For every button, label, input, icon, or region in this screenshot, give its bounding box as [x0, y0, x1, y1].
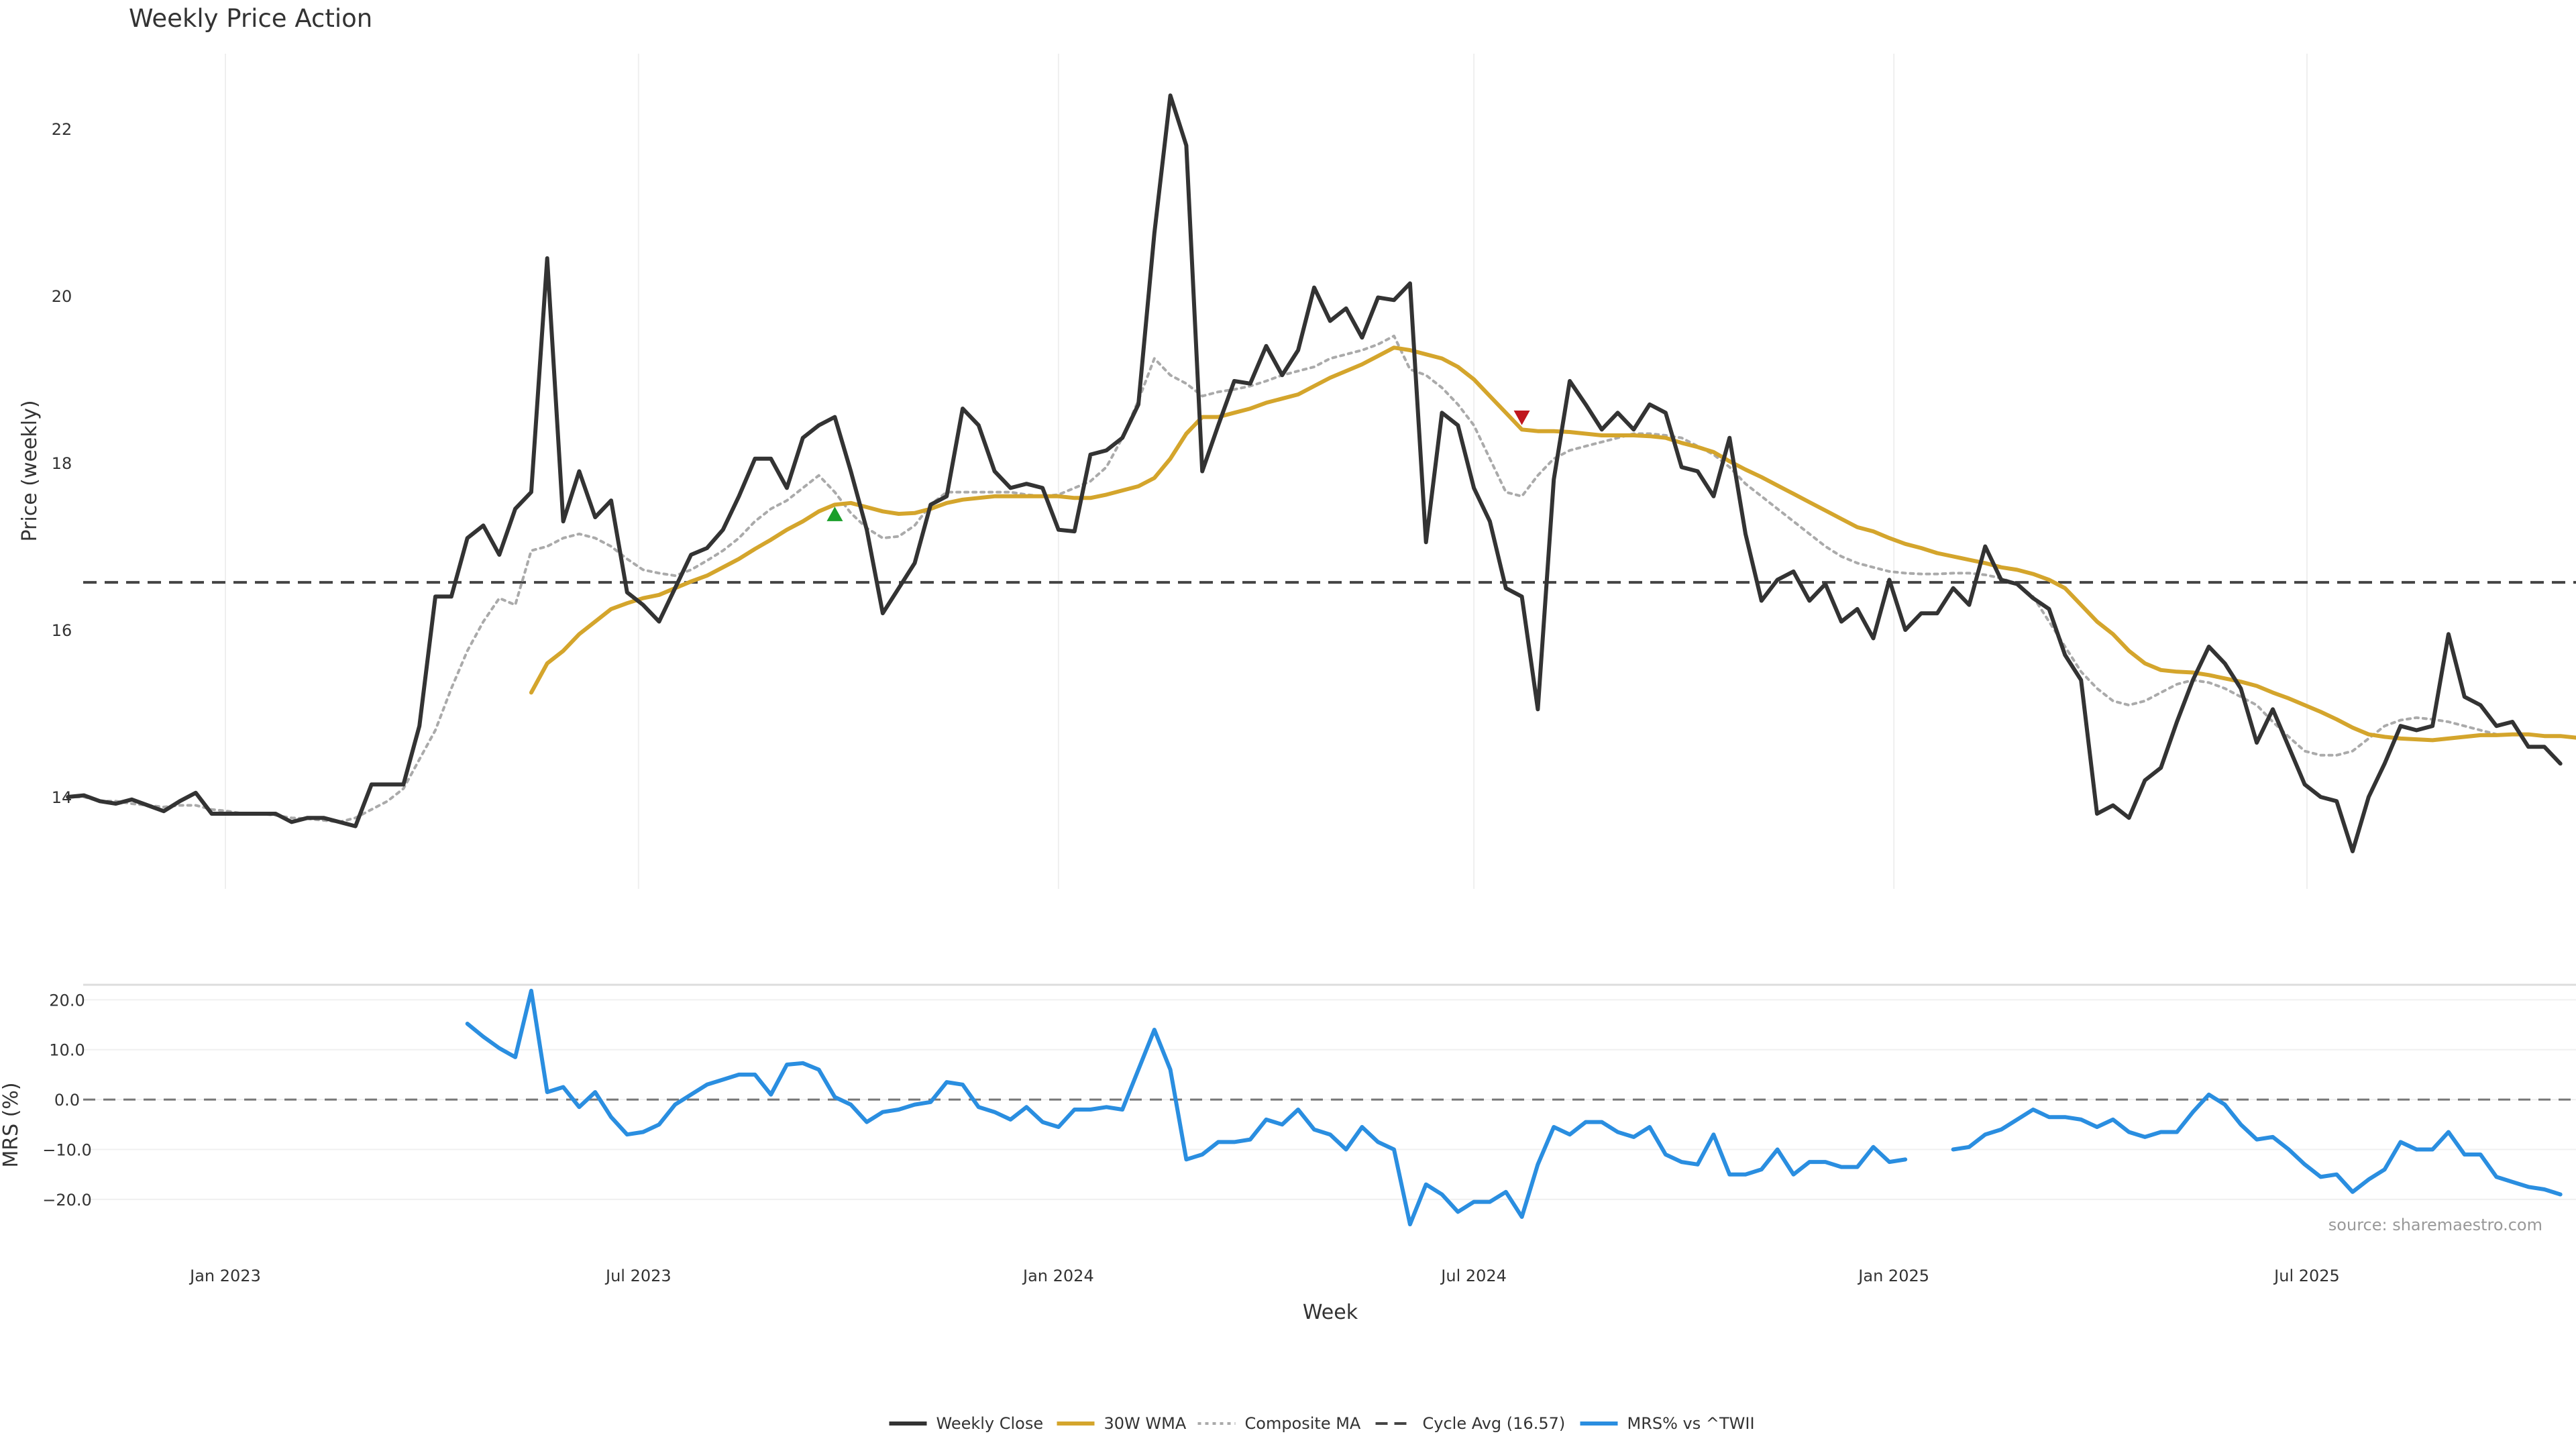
- legend-item: Weekly Close: [889, 1414, 1044, 1433]
- x-tick-label: Jul 2025: [2273, 1267, 2340, 1285]
- source-note: source: sharemaestro.com: [2328, 1216, 2542, 1234]
- series-weekly-close: [66, 93, 2563, 853]
- mrs-y-tick-label: 0.0: [54, 1091, 80, 1110]
- mrs-y-tick-label: −10.0: [42, 1141, 92, 1160]
- legend-item: Cycle Avg (16.57): [1375, 1414, 1566, 1433]
- mrs-y-tick-label: −20.0: [42, 1191, 92, 1210]
- legend-label: Cycle Avg (16.57): [1423, 1414, 1566, 1433]
- series-mrs-vs-twii: [465, 988, 2563, 1227]
- legend-item: Composite MA: [1197, 1414, 1361, 1433]
- x-tick-label: Jan 2024: [1022, 1267, 1094, 1285]
- x-axis-label: Week: [1303, 1301, 1358, 1324]
- price-lines: [66, 93, 2576, 853]
- sell-signal-marker: [1513, 410, 1530, 425]
- mrs-y-tick-label: 10.0: [49, 1041, 85, 1060]
- mrs-y-ticks: 20.0 10.0 0.0 −10.0 −20.0: [42, 991, 92, 1210]
- buy-signal-marker: [826, 506, 843, 521]
- signal-markers: [826, 410, 1530, 521]
- mrs-panel: 20.0 10.0 0.0 −10.0 −20.0 MRS (%) source: sh…: [0, 983, 2576, 1234]
- legend-label: Composite MA: [1245, 1414, 1361, 1433]
- x-tick-label: Jan 2025: [1857, 1267, 1929, 1285]
- mrs-y-tick-label: 20.0: [49, 991, 85, 1010]
- price-y-label: Price (weekly): [18, 400, 42, 541]
- price-y-tick-label: 18: [52, 454, 72, 473]
- price-y-tick-label: 20: [52, 287, 72, 306]
- legend-label: MRS% vs ^TWII: [1627, 1414, 1755, 1433]
- legend-label: 30W WMA: [1104, 1414, 1187, 1433]
- x-tick-label: Jul 2024: [1440, 1267, 1507, 1285]
- legend-item: 30W WMA: [1057, 1414, 1187, 1433]
- chart-title: Weekly Price Action: [129, 4, 372, 33]
- price-y-tick-label: 16: [52, 621, 72, 640]
- x-tick-label: Jul 2023: [604, 1267, 672, 1285]
- mrs-y-label: MRS (%): [0, 1082, 23, 1167]
- legend: Weekly Close 30W WMA Composite MA Cycle Avg…: [889, 1414, 1755, 1433]
- x-axis-ticks: Jan 2023 Jul 2023 Jan 2024 Jul 2024 Jan 2025…: [189, 1267, 2340, 1285]
- mrs-lines: [465, 988, 2563, 1227]
- legend-item: MRS% vs ^TWII: [1580, 1414, 1755, 1433]
- legend-label: Weekly Close: [936, 1414, 1044, 1433]
- x-tick-label: Jan 2023: [189, 1267, 261, 1285]
- price-y-tick-label: 22: [52, 120, 72, 139]
